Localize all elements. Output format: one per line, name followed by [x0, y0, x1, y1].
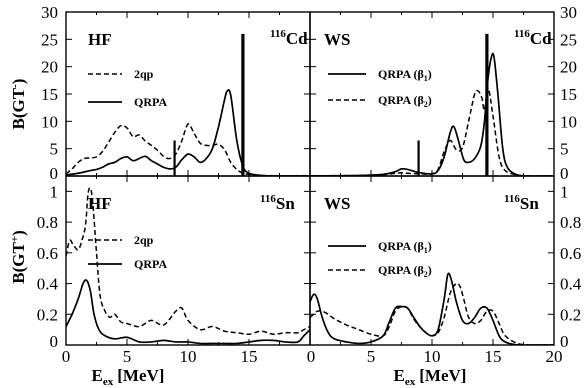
nucleus-mass: 116: [270, 28, 286, 40]
y-label-bottom-text: B(GT: [9, 242, 28, 284]
legend-label: QRPA (β1): [378, 239, 432, 255]
y-tick-label-top-right: 0: [560, 164, 569, 183]
y-tick-label-top-left: 5: [50, 140, 59, 159]
nucleus-label: 116Sn: [504, 193, 539, 213]
svg-text:B(GT-): B(GT-): [9, 79, 28, 130]
y-label-top-text: B(GT: [9, 87, 28, 129]
y-label-bottom-sup: +: [9, 236, 21, 242]
y-tick-label-top-left: 20: [41, 58, 58, 77]
panel-method-label: WS: [324, 30, 350, 49]
y-tick-label-bottom-right: 0: [560, 332, 569, 351]
y-tick-label-top-right: 15: [560, 85, 577, 104]
nucleus-symbol: Cd: [530, 29, 552, 48]
nucleus-label: 116Sn: [260, 193, 295, 213]
x-tick-label-right: 0: [307, 347, 316, 366]
y-label-top-sup: -: [9, 84, 21, 88]
x-axis-label-right: Eex [MeV]: [394, 366, 467, 388]
y-tick-label-top-right: 30: [560, 3, 577, 22]
panel-bottom-right: WS 116Sn QRPA (β1) QRPA (β2): [309, 175, 555, 346]
panel-top-right: WS 116Cd QRPA (β1) QRPA (β2): [309, 11, 555, 177]
x-axis-label-left: Eex [MeV]: [92, 366, 165, 388]
y-tick-label-top-left: 25: [41, 30, 58, 49]
y-tick-label-bottom-right: 0.2: [560, 305, 581, 324]
y-tick-label-top-right: 25: [560, 30, 577, 49]
nucleus-symbol: Cd: [286, 29, 308, 48]
panel-method-label: HF: [88, 30, 112, 49]
panel-top-right-series: [310, 33, 554, 176]
x-tick-label-right: 20: [546, 347, 563, 366]
panel-bottom-left-series: [66, 186, 310, 345]
nucleus-label: 116Cd: [514, 28, 552, 48]
y-tick-label-bottom-left: 0: [50, 332, 59, 351]
nucleus-symbol: Sn: [276, 194, 295, 213]
x-tick-label-right: 10: [424, 347, 441, 366]
x-tick-label-right: 5: [367, 347, 376, 366]
y-tick-label-top-right: 20: [560, 58, 577, 77]
y-tick-label-top-right: 5: [560, 140, 569, 159]
series-qrpa-1--line: [310, 52, 554, 176]
nucleus-mass: 116: [504, 193, 520, 205]
legend-label: QRPA (β2): [378, 93, 432, 109]
svg-text:B(GT+): B(GT+): [9, 230, 28, 284]
y-tick-label-bottom-left: 0.4: [37, 275, 59, 294]
series-qrpa-1--line: [310, 272, 554, 345]
x-label-right-sub: ex: [405, 376, 416, 388]
panel-method-label: HF: [88, 194, 112, 213]
panel-top-left-series: [66, 33, 310, 176]
x-label-left-sub: ex: [103, 376, 114, 388]
y-tick-label-bottom-right: 1: [560, 182, 569, 201]
y-tick-label-bottom-right: 0.6: [560, 244, 581, 263]
panel-bottom-left: HF 116Sn 2qp QRPA: [65, 175, 311, 346]
svg-text:Eex[MeV]: Eex [MeV]: [92, 366, 165, 388]
panel-bottom-right-series: [310, 272, 554, 345]
x-label-left-text: E: [92, 366, 103, 385]
y-tick-label-top-left: 10: [41, 112, 58, 131]
panel-method-label: WS: [324, 194, 350, 213]
y-axis-label-bottom: B(GT+): [9, 230, 28, 284]
y-tick-label-top-left: 15: [41, 85, 58, 104]
nucleus-mass: 116: [514, 28, 530, 40]
x-label-left-unit: [MeV]: [117, 366, 164, 385]
series-qrpa-2--line: [310, 282, 554, 345]
legend-label: 2qp: [134, 233, 154, 247]
x-tick-label-left: 5: [123, 347, 132, 366]
legend-label: 2qp: [134, 67, 154, 81]
legend-label: QRPA: [134, 257, 167, 271]
series-2qp-line: [66, 186, 310, 336]
y-tick-label-bottom-right: 0.8: [560, 213, 581, 232]
x-tick-label-right: 15: [485, 347, 502, 366]
y-axis-label-top: B(GT-): [9, 79, 28, 130]
series-qrpa-line: [66, 279, 310, 345]
nucleus-mass: 116: [260, 193, 276, 205]
legend-label: QRPA (β2): [378, 263, 432, 279]
y-tick-label-bottom-left: 0.6: [37, 244, 58, 263]
legend-label: QRPA: [134, 95, 167, 109]
y-tick-label-top-left: 30: [41, 3, 58, 22]
x-tick-label-left: 10: [180, 347, 197, 366]
x-tick-label-left: 0: [62, 347, 71, 366]
nucleus-label: 116Cd: [270, 28, 308, 48]
y-tick-label-bottom-left: 0.2: [37, 305, 58, 324]
y-tick-label-top-right: 10: [560, 112, 577, 131]
x-label-right-unit: [MeV]: [419, 366, 466, 385]
svg-text:Eex[MeV]: Eex [MeV]: [394, 366, 467, 388]
x-label-right-text: E: [394, 366, 405, 385]
y-tick-label-bottom-left: 1: [50, 182, 59, 201]
legend-label: QRPA (β1): [378, 67, 432, 83]
y-tick-label-bottom-right: 0.4: [560, 275, 582, 294]
series-2qp-line: [66, 123, 310, 176]
panel-top-left: HF 116Cd 2qp QRPA: [65, 11, 311, 177]
nucleus-symbol: Sn: [520, 194, 539, 213]
y-tick-label-bottom-left: 0.8: [37, 213, 58, 232]
series-qrpa-2--line: [310, 87, 554, 176]
y-tick-label-top-left: 0: [50, 164, 59, 183]
x-tick-label-left: 15: [241, 347, 258, 366]
